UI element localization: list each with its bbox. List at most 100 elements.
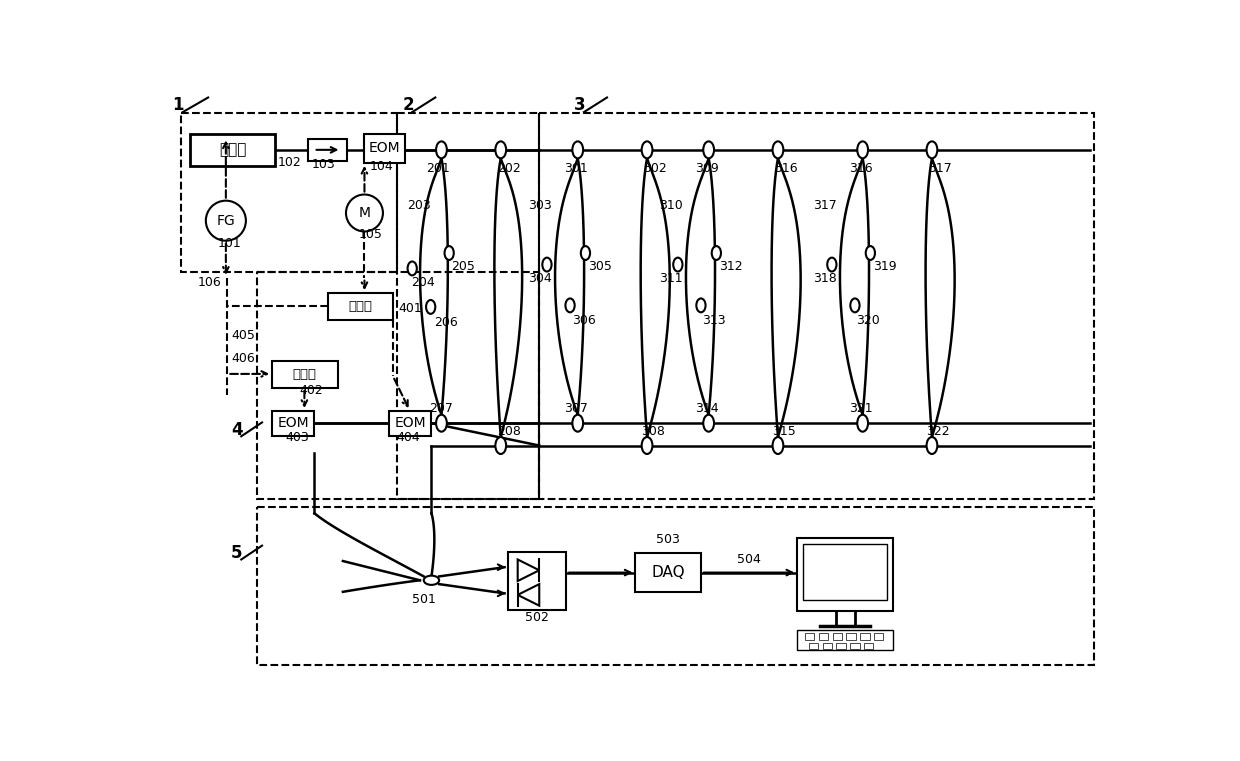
Text: 308: 308 — [641, 425, 665, 438]
Text: 激光器: 激光器 — [219, 142, 247, 158]
Text: 503: 503 — [656, 533, 680, 546]
Text: M: M — [358, 206, 371, 220]
Text: 101: 101 — [218, 237, 242, 250]
Text: 304: 304 — [528, 272, 552, 285]
Text: 404: 404 — [397, 431, 420, 444]
Ellipse shape — [580, 246, 590, 260]
Text: 2: 2 — [403, 96, 414, 114]
Ellipse shape — [444, 246, 454, 260]
Text: 315: 315 — [771, 425, 796, 438]
Ellipse shape — [827, 258, 837, 272]
Text: 401: 401 — [398, 302, 422, 315]
Text: 102: 102 — [278, 156, 301, 169]
Ellipse shape — [712, 246, 720, 260]
Text: 306: 306 — [572, 314, 595, 327]
Text: 307: 307 — [564, 402, 588, 415]
Text: 319: 319 — [873, 260, 897, 273]
Text: 207: 207 — [429, 402, 453, 415]
Bar — [365, 134, 404, 163]
Bar — [309, 139, 347, 161]
Text: 105: 105 — [358, 228, 382, 241]
Ellipse shape — [408, 262, 417, 275]
Bar — [874, 633, 883, 639]
Bar — [797, 538, 894, 611]
Text: 103: 103 — [312, 158, 336, 171]
Bar — [508, 552, 567, 610]
Ellipse shape — [427, 300, 435, 314]
Text: 104: 104 — [370, 161, 393, 174]
Bar — [861, 633, 869, 639]
Text: 321: 321 — [849, 402, 873, 415]
Ellipse shape — [573, 415, 583, 431]
Text: 延时器: 延时器 — [293, 368, 316, 380]
Bar — [864, 642, 873, 649]
Text: 106: 106 — [198, 275, 222, 288]
Bar — [847, 633, 856, 639]
Text: 312: 312 — [719, 260, 743, 273]
Text: 203: 203 — [407, 199, 430, 212]
Text: EOM: EOM — [278, 416, 309, 430]
Text: 208: 208 — [497, 425, 521, 438]
Text: 4: 4 — [231, 421, 243, 439]
Ellipse shape — [857, 142, 868, 158]
Text: 311: 311 — [658, 272, 682, 285]
Ellipse shape — [495, 437, 506, 454]
Bar — [797, 630, 894, 650]
Ellipse shape — [866, 246, 875, 260]
Text: 301: 301 — [564, 162, 588, 175]
Ellipse shape — [703, 415, 714, 431]
Ellipse shape — [641, 437, 652, 454]
Text: 202: 202 — [497, 162, 521, 175]
Bar — [272, 411, 315, 435]
Text: 204: 204 — [410, 275, 434, 288]
Ellipse shape — [573, 142, 583, 158]
Ellipse shape — [851, 298, 859, 312]
Ellipse shape — [424, 575, 439, 585]
Text: 405: 405 — [231, 329, 255, 342]
Text: 322: 322 — [926, 425, 950, 438]
Text: 310: 310 — [658, 199, 682, 212]
Bar — [837, 642, 846, 649]
Text: 317: 317 — [928, 162, 952, 175]
Bar — [191, 134, 275, 166]
Text: 316: 316 — [849, 162, 873, 175]
Text: 5: 5 — [231, 544, 243, 562]
Text: 303: 303 — [528, 199, 552, 212]
Text: 305: 305 — [588, 260, 611, 273]
Text: 314: 314 — [694, 402, 718, 415]
Circle shape — [206, 201, 246, 240]
Ellipse shape — [436, 142, 446, 158]
Text: EOM: EOM — [394, 416, 427, 430]
Text: 501: 501 — [412, 593, 436, 606]
Ellipse shape — [565, 298, 574, 312]
Text: 403: 403 — [285, 431, 309, 444]
Text: 502: 502 — [525, 611, 549, 624]
Text: 313: 313 — [703, 314, 727, 327]
Circle shape — [346, 195, 383, 231]
Ellipse shape — [926, 142, 937, 158]
Bar — [851, 642, 859, 649]
Text: DAQ: DAQ — [651, 565, 684, 580]
Bar — [805, 633, 815, 639]
Text: 406: 406 — [231, 352, 255, 365]
Text: 316: 316 — [774, 162, 797, 175]
Text: 延时器: 延时器 — [348, 300, 372, 313]
Ellipse shape — [703, 142, 714, 158]
Ellipse shape — [697, 298, 706, 312]
Text: 205: 205 — [451, 260, 475, 273]
Bar — [389, 411, 432, 435]
Bar — [272, 361, 337, 388]
Text: 320: 320 — [857, 314, 880, 327]
Ellipse shape — [495, 142, 506, 158]
Bar — [822, 642, 832, 649]
Bar — [804, 544, 888, 600]
Text: 302: 302 — [644, 162, 667, 175]
Text: 402: 402 — [299, 384, 322, 396]
Bar — [832, 633, 842, 639]
Ellipse shape — [773, 142, 784, 158]
Ellipse shape — [673, 258, 682, 272]
Text: FG: FG — [217, 214, 236, 228]
Text: 201: 201 — [427, 162, 450, 175]
Bar — [808, 642, 818, 649]
Ellipse shape — [641, 142, 652, 158]
